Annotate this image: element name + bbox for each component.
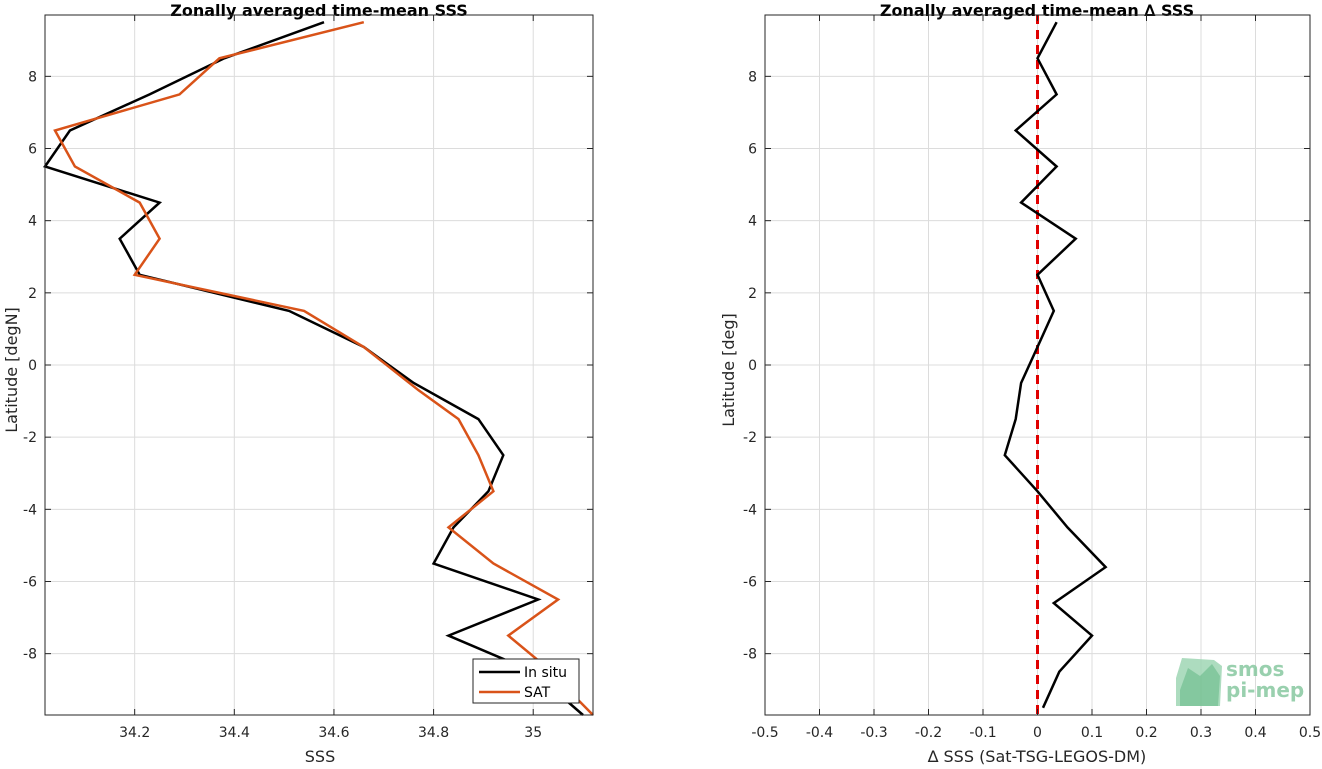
y-tick-label: 6 bbox=[28, 142, 37, 158]
left-chart-ylabel: Latitude [degN] bbox=[2, 307, 21, 433]
right-chart-xlabel: ∆ SSS (Sat-TSG-LEGOS-DM) bbox=[927, 747, 1147, 765]
x-tick-label: 35 bbox=[524, 725, 542, 741]
y-tick-label: -4 bbox=[743, 502, 757, 518]
y-tick-label: 2 bbox=[28, 286, 37, 302]
x-tick-label: -0.3 bbox=[860, 725, 887, 741]
legend-box bbox=[472, 658, 580, 704]
x-tick-label: -0.2 bbox=[915, 725, 942, 741]
left-chart-title: Zonally averaged time-mean SSS bbox=[170, 1, 468, 20]
x-tick-label: -0.1 bbox=[969, 725, 996, 741]
series-line-series-0 bbox=[1003, 21, 1108, 709]
left-chart-xlabel: SSS bbox=[305, 747, 335, 765]
series-line-in-situ bbox=[43, 21, 584, 716]
left-chart-grid bbox=[45, 15, 593, 715]
x-tick-label: 34.8 bbox=[418, 725, 449, 741]
right-chart-ticks: -0.5 -0.4 -0.3 -0.2 -0.1 0 0.1 0.2 0.3 0.4 0.5 -8 -6… bbox=[743, 15, 1321, 741]
right-chart-panel: Zonally averaged time-mean ∆ SSS ∆ SSS (… bbox=[719, 1, 1321, 766]
y-tick-label: -8 bbox=[743, 647, 757, 663]
y-tick-label: 0 bbox=[748, 358, 757, 374]
y-tick-label: -2 bbox=[743, 430, 757, 446]
left-chart-panel: Zonally averaged time-mean SSS SSS Latit… bbox=[2, 1, 594, 766]
y-tick-label: 0 bbox=[28, 358, 37, 374]
x-tick-label: -0.5 bbox=[751, 725, 778, 741]
smos-pi-mep-logo: smos pi-mep bbox=[1176, 657, 1304, 706]
right-chart-ylabel: Latitude [deg] bbox=[719, 313, 738, 427]
y-tick-label: 4 bbox=[28, 214, 37, 230]
left-chart-ticks: 34.2 34.4 34.6 34.8 35 -8 -6 -4 -2 0 2 4 6 8 bbox=[23, 15, 593, 741]
y-tick-label: -2 bbox=[23, 430, 37, 446]
x-tick-label: 34.4 bbox=[219, 725, 250, 741]
x-tick-label: 0.2 bbox=[1135, 725, 1157, 741]
x-tick-label: -0.4 bbox=[806, 725, 833, 741]
x-tick-label: 0.3 bbox=[1190, 725, 1212, 741]
x-tick-label: 0 bbox=[1033, 725, 1042, 741]
logo-text-pi-mep: pi-mep bbox=[1226, 678, 1304, 702]
legend-label-in-situ: In situ bbox=[524, 665, 567, 681]
x-tick-label: 34.2 bbox=[119, 725, 150, 741]
x-tick-label: 0.4 bbox=[1244, 725, 1266, 741]
logo-text-smos: smos bbox=[1226, 657, 1284, 681]
y-tick-label: 4 bbox=[748, 214, 757, 230]
right-chart-grid bbox=[764, 15, 1311, 715]
x-tick-label: 0.1 bbox=[1081, 725, 1103, 741]
legend-label-sat: SAT bbox=[524, 685, 551, 701]
y-tick-label: 8 bbox=[748, 69, 757, 85]
y-tick-label: -6 bbox=[743, 574, 757, 590]
y-tick-label: 8 bbox=[28, 69, 37, 85]
left-chart-legend: In situ SAT bbox=[472, 658, 580, 704]
y-tick-label: -4 bbox=[23, 502, 37, 518]
x-tick-label: 0.5 bbox=[1299, 725, 1321, 741]
y-tick-label: -6 bbox=[23, 574, 37, 590]
series-line-sat bbox=[53, 20, 594, 716]
y-tick-label: 2 bbox=[748, 286, 757, 302]
right-chart-series bbox=[1003, 15, 1108, 715]
y-tick-label: 6 bbox=[748, 142, 757, 158]
left-chart-series bbox=[43, 20, 594, 716]
y-tick-label: -8 bbox=[23, 647, 37, 663]
x-tick-label: 34.6 bbox=[318, 725, 349, 741]
logo-wave-shape-inner bbox=[1180, 664, 1220, 706]
